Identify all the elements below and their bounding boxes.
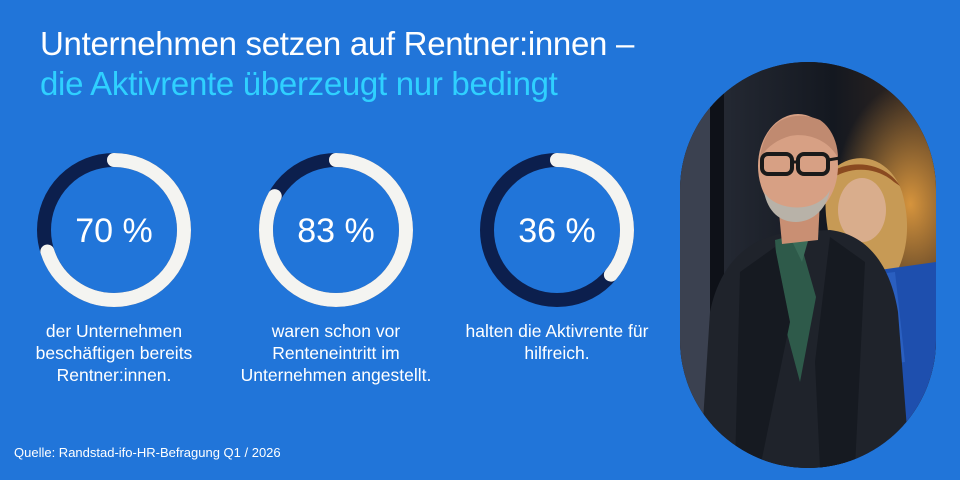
donut-stat-1: 70 % der Unternehmen beschäftigen bereit… [4,150,224,386]
donut-value-label-2: 83 % [297,212,375,250]
donut-value-label-3: 36 % [518,212,596,250]
donut-chart-3: 36 % [480,153,634,307]
caption-line: Rentner:innen. [56,365,172,385]
donut-stat-2: 83 % waren schon vor Renteneintritt im U… [226,150,446,386]
donut-caption-2: waren schon vor Renteneintritt im Untern… [226,320,446,386]
caption-line: halten die Aktivrente für [465,321,649,341]
donut-chart-2: 83 % [259,153,413,307]
donut-value-arc-1 [37,153,191,307]
caption-line: Unternehmen angestellt. [240,365,432,385]
donut-caption-3: halten die Aktivrente für hilfreich. [447,320,667,364]
donut-stat-3: 36 % halten die Aktivrente für hilfreich… [447,150,667,364]
donut-chart-1: 70 % [37,153,191,307]
caption-line: beschäftigen bereits [35,343,193,363]
senior-man-photo [680,62,936,468]
donut-value-label-1: 70 % [75,212,153,250]
source-note: Quelle: Randstad-ifo-HR-Befragung Q1 / 2… [14,445,281,460]
page-title: Unternehmen setzen auf Rentner:innen – d… [40,24,634,104]
caption-line: der Unternehmen [45,321,183,341]
donut-value-arc-3 [480,153,634,307]
title-line-1: Unternehmen setzen auf Rentner:innen – [40,25,634,62]
donut-caption-1: der Unternehmen beschäftigen bereits Ren… [4,320,224,386]
caption-line: waren schon vor [271,321,401,341]
caption-line: Renteneintritt im [272,343,400,363]
donut-value-arc-2 [259,153,413,307]
title-line-2: die Aktivrente überzeugt nur bedingt [40,65,558,102]
caption-line: hilfreich. [524,343,590,363]
photo-illustration [680,62,936,468]
